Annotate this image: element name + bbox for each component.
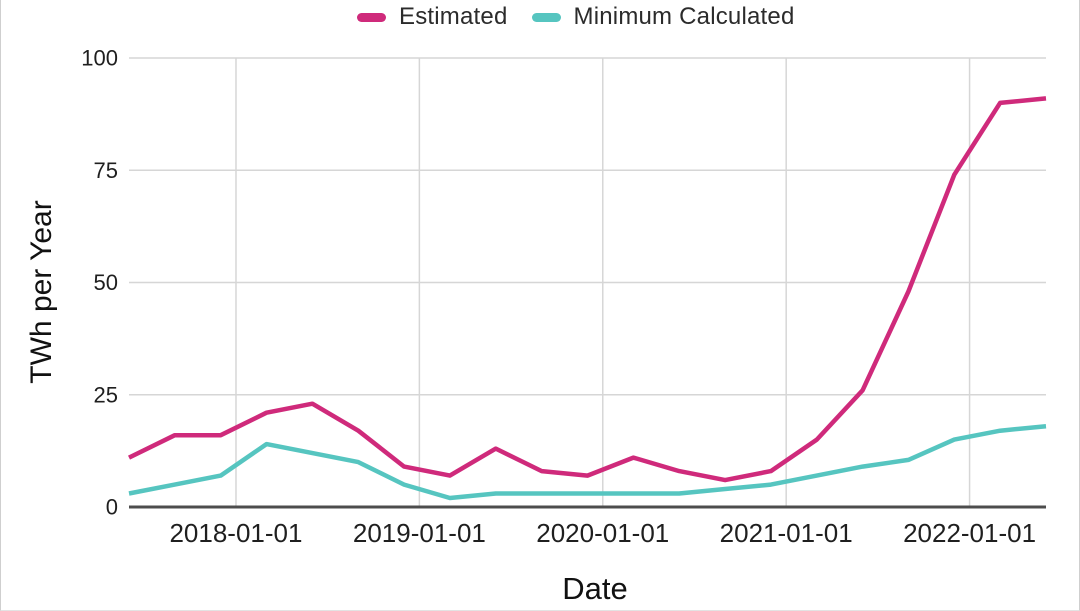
legend-item-estimated[interactable]: Estimated [357, 3, 508, 31]
legend-label-minimum-calculated: Minimum Calculated [573, 3, 795, 30]
x-axis-title: Date [562, 571, 628, 606]
y-tick-label: 25 [94, 382, 118, 407]
minimum-calculated-swatch-icon [531, 12, 561, 22]
legend-item-minimum-calculated[interactable]: Minimum Calculated [531, 3, 795, 31]
estimated-swatch-icon [357, 12, 386, 22]
x-tick-label: 2019-01-01 [353, 518, 486, 548]
y-axis-title: TWh per Year [25, 200, 58, 384]
minimum-calculated-line [128, 423, 1047, 501]
y-tick-label: 0 [106, 495, 118, 520]
x-tick-label: 2018-01-01 [169, 518, 302, 548]
y-tick-label: 100 [81, 46, 118, 71]
estimated-line [128, 96, 1047, 483]
chart-legend: Estimated Minimum Calculated [357, 3, 795, 31]
x-tick-label: 2020-01-01 [536, 518, 669, 548]
x-tick-label: 2021-01-01 [720, 518, 853, 548]
y-tick-label: 75 [94, 158, 118, 183]
y-tick-label: 50 [94, 270, 118, 295]
x-tick-label: 2022-01-01 [903, 518, 1036, 548]
legend-label-estimated: Estimated [399, 3, 508, 30]
